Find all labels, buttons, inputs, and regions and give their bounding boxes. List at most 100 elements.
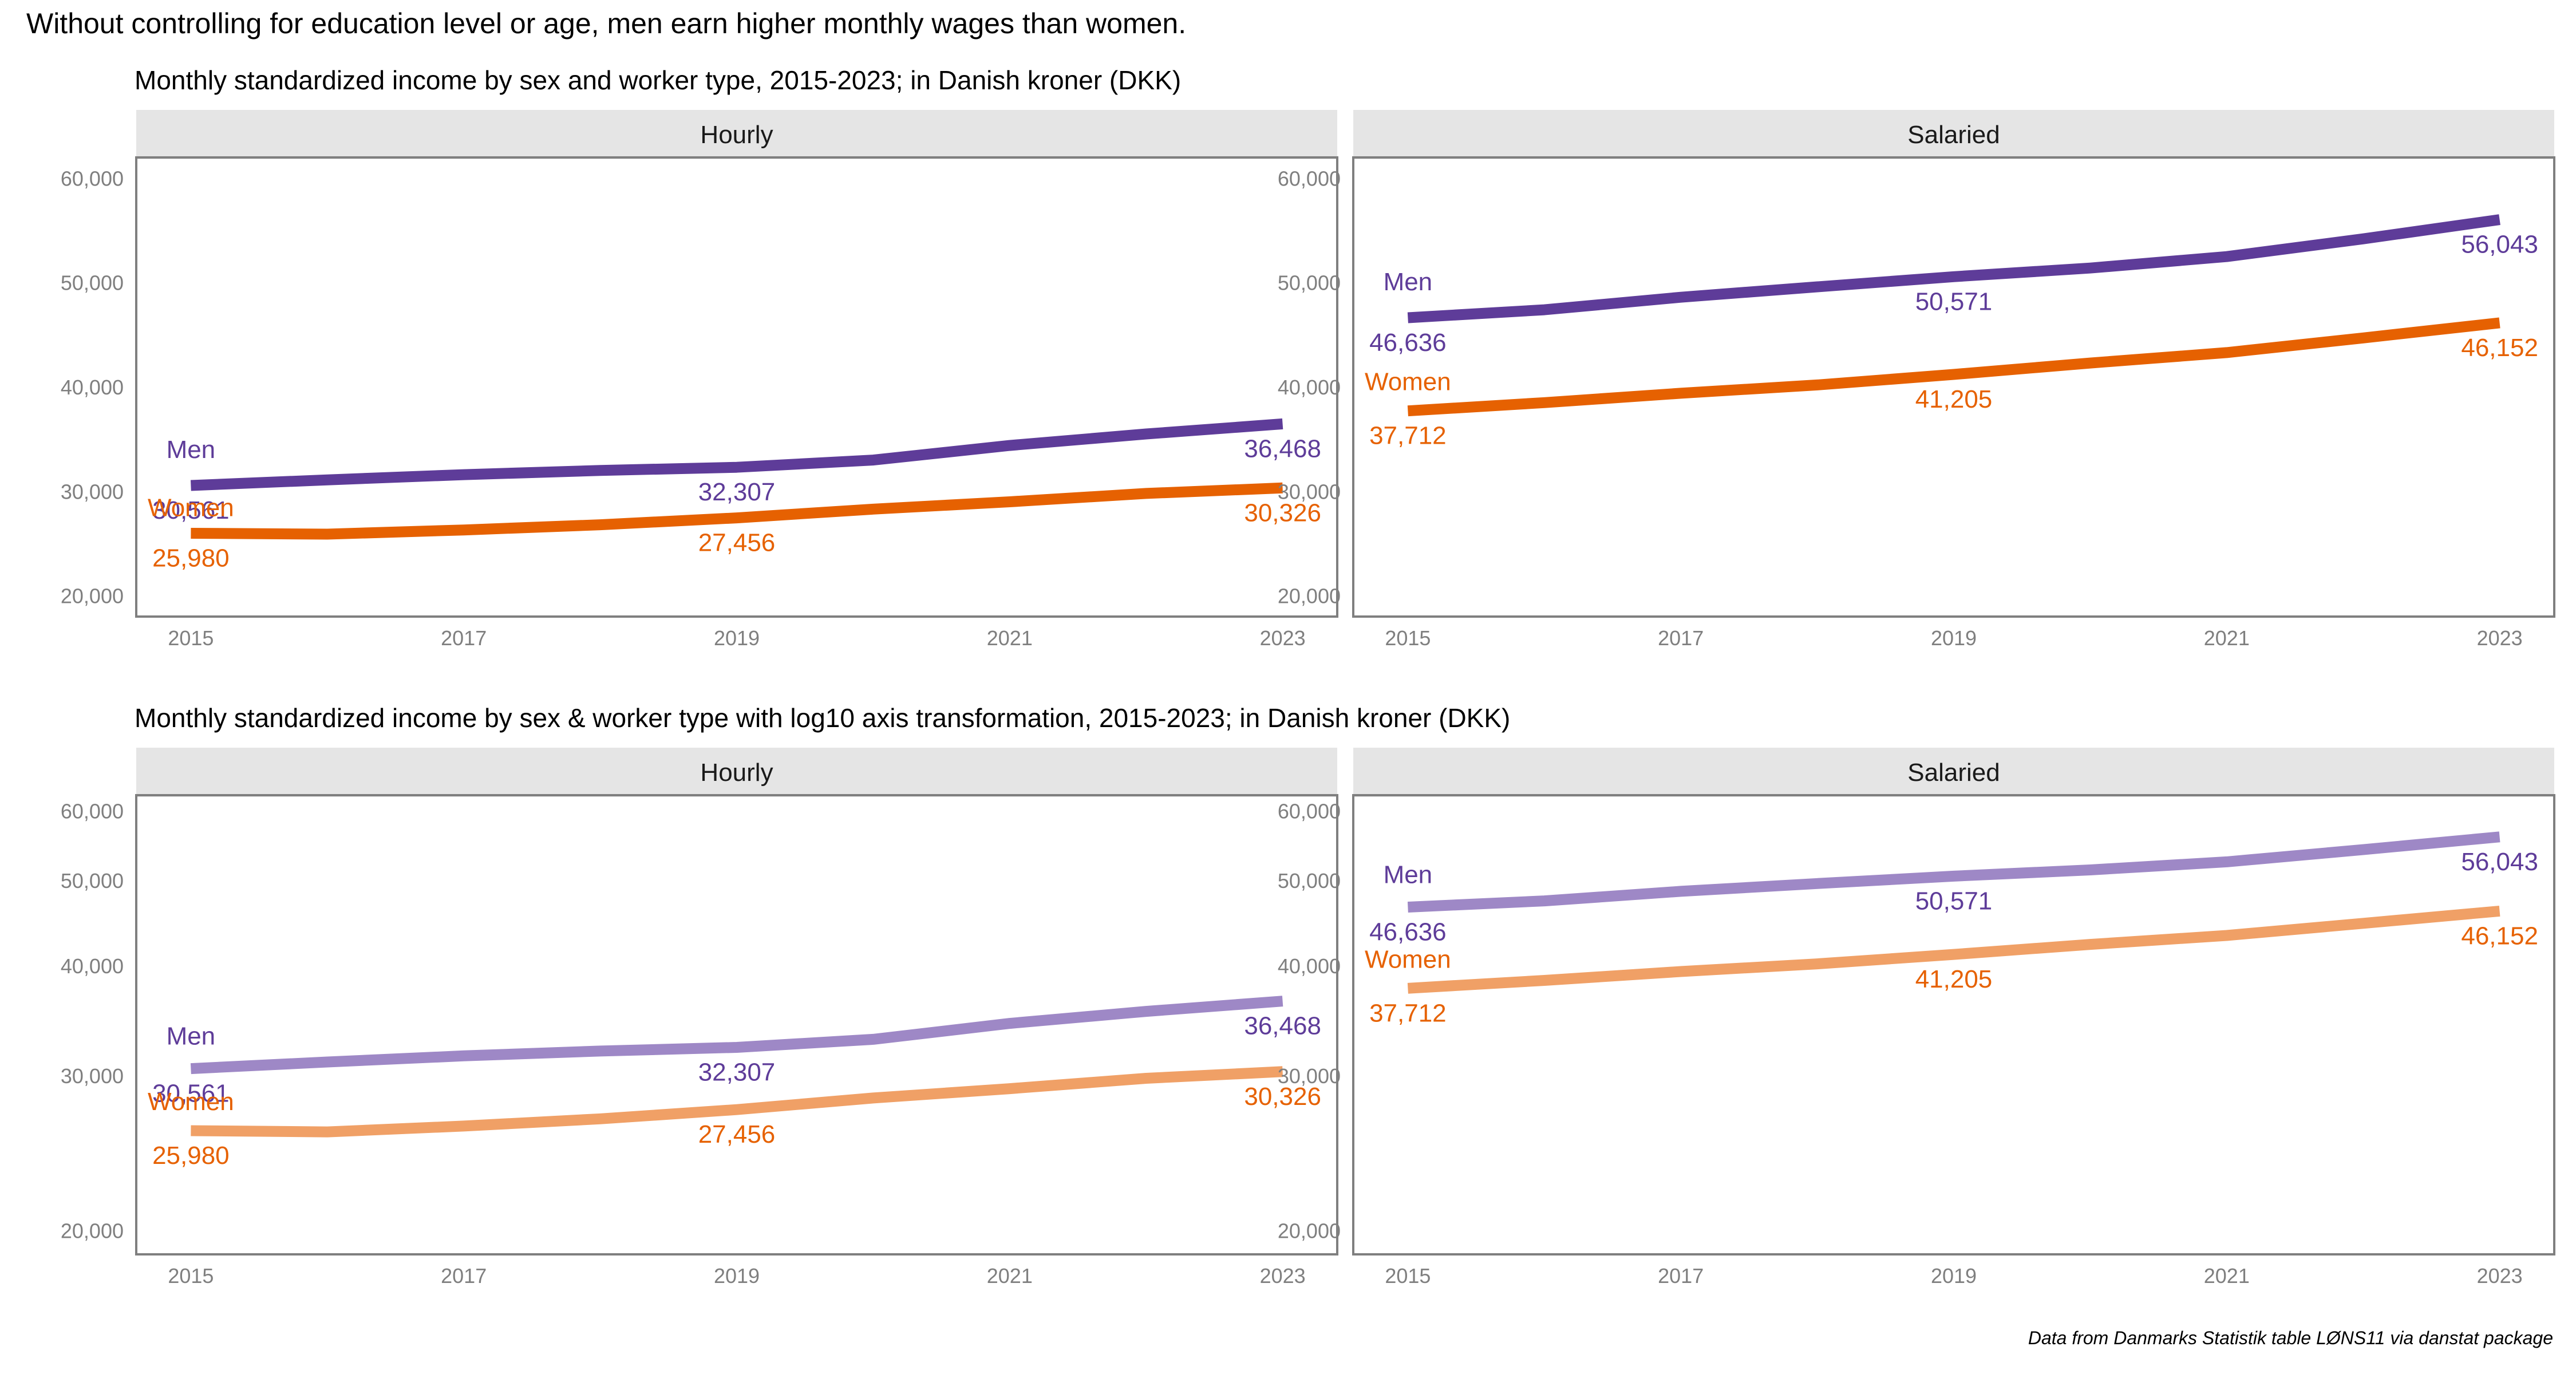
data-label: 27,456 bbox=[698, 1120, 776, 1148]
facet-strip-label: Hourly bbox=[700, 121, 773, 149]
series-name-label: Women bbox=[1365, 945, 1451, 973]
y-tick-label: 60,000 bbox=[61, 799, 124, 823]
data-label: 56,043 bbox=[2461, 848, 2538, 876]
data-label: 27,456 bbox=[698, 529, 776, 557]
series-line-women bbox=[191, 1066, 1283, 1138]
facet-plot-hourly: 20,000 30,000 40,000 50,000 60,000 2015 2017 20… bbox=[61, 167, 1321, 650]
y-tick-label: 60,000 bbox=[61, 167, 124, 190]
chart-subtitle: Monthly standardized income by sex & wor… bbox=[135, 703, 1510, 733]
data-label: 46,636 bbox=[1369, 329, 1447, 357]
data-label: 30,561 bbox=[152, 496, 230, 524]
y-tick-label: 40,000 bbox=[1278, 376, 1341, 399]
x-tick-label: 2023 bbox=[1260, 626, 1306, 650]
facet-strip bbox=[1353, 748, 2554, 797]
x-tick-label: 2015 bbox=[168, 626, 214, 650]
series-line-men bbox=[1407, 831, 2500, 913]
y-tick-label: 30,000 bbox=[1278, 480, 1341, 503]
data-label: 56,043 bbox=[2461, 231, 2538, 259]
x-tick-label: 2019 bbox=[714, 626, 760, 650]
x-tick-label: 2017 bbox=[441, 1264, 487, 1288]
figure-caption: Data from Danmarks Statistik table LØNS1… bbox=[2028, 1328, 2553, 1348]
x-tick-label: 2023 bbox=[1260, 1264, 1306, 1288]
series-line-men bbox=[1407, 214, 2500, 323]
series-name-label: Women bbox=[148, 494, 234, 522]
data-label: 36,468 bbox=[1244, 435, 1321, 463]
data-label: 30,561 bbox=[152, 1080, 230, 1108]
x-tick-label: 2017 bbox=[441, 626, 487, 650]
y-tick-label: 40,000 bbox=[61, 954, 124, 978]
data-label: 25,980 bbox=[152, 544, 230, 572]
y-tick-label: 60,000 bbox=[1278, 167, 1341, 190]
figure-title: Without controlling for education level … bbox=[26, 7, 1186, 40]
series-name-label: Men bbox=[167, 436, 216, 464]
data-label: 30,326 bbox=[1244, 499, 1321, 527]
panel-border bbox=[135, 156, 1338, 618]
series-line-women bbox=[1407, 905, 2500, 994]
facet-plot-hourly: 20,000 30,000 40,000 50,000 60,000 2015 2017 20… bbox=[61, 799, 1321, 1288]
data-label: 50,571 bbox=[1915, 287, 1993, 315]
x-tick-label: 2019 bbox=[1931, 626, 1977, 650]
y-tick-label: 30,000 bbox=[61, 480, 124, 503]
data-label: 32,307 bbox=[698, 478, 776, 506]
facet-salaried: Salaried bbox=[1352, 110, 2555, 618]
data-label: 37,712 bbox=[1369, 422, 1447, 450]
facet-plot-salaried: 20,000 30,000 40,000 50,000 60,000 2015 2017 20… bbox=[1278, 167, 2538, 650]
x-tick-label: 2023 bbox=[2477, 1264, 2523, 1288]
facet-strip bbox=[136, 748, 1337, 797]
x-tick-label: 2021 bbox=[987, 626, 1033, 650]
y-tick-label: 50,000 bbox=[61, 869, 124, 893]
x-tick-label: 2015 bbox=[1385, 626, 1431, 650]
series-name-label: Women bbox=[148, 1088, 234, 1116]
y-tick-label: 50,000 bbox=[61, 271, 124, 295]
panel-border bbox=[1352, 156, 2555, 618]
series-name-label: Men bbox=[167, 1022, 216, 1051]
facet-strip bbox=[136, 110, 1337, 159]
chart-bottom: Monthly standardized income by sex & wor… bbox=[135, 703, 2555, 1255]
y-tick-label: 50,000 bbox=[1278, 271, 1341, 295]
x-tick-label: 2023 bbox=[2477, 626, 2523, 650]
facet-strip-label: Salaried bbox=[1907, 759, 2000, 787]
data-label: 37,712 bbox=[1369, 999, 1447, 1027]
data-label: 46,152 bbox=[2461, 922, 2538, 950]
y-tick-label: 20,000 bbox=[1278, 585, 1341, 608]
series-line-men bbox=[190, 996, 1283, 1075]
x-tick-label: 2015 bbox=[168, 1264, 214, 1288]
x-tick-label: 2017 bbox=[1658, 626, 1704, 650]
y-tick-label: 20,000 bbox=[61, 1219, 124, 1243]
data-label: 32,307 bbox=[698, 1059, 776, 1087]
series-name-label: Women bbox=[1365, 368, 1451, 396]
x-tick-label: 2019 bbox=[714, 1264, 760, 1288]
facet-strip bbox=[1353, 110, 2554, 159]
y-tick-label: 40,000 bbox=[61, 376, 124, 399]
y-tick-label: 60,000 bbox=[1278, 799, 1341, 823]
y-tick-label: 20,000 bbox=[1278, 1219, 1341, 1243]
data-label: 30,326 bbox=[1244, 1083, 1321, 1111]
y-tick-label: 50,000 bbox=[1278, 869, 1341, 893]
y-tick-label: 20,000 bbox=[61, 585, 124, 608]
facet-strip-label: Salaried bbox=[1907, 121, 2000, 149]
series-line-women bbox=[191, 482, 1283, 540]
facet-hourly: Hourly bbox=[135, 748, 1338, 1255]
data-label: 46,636 bbox=[1369, 918, 1447, 946]
x-tick-label: 2021 bbox=[2204, 1264, 2250, 1288]
data-label: 36,468 bbox=[1244, 1012, 1321, 1040]
y-tick-label: 30,000 bbox=[61, 1064, 124, 1088]
data-label: 41,205 bbox=[1915, 385, 1993, 413]
x-tick-label: 2017 bbox=[1658, 1264, 1704, 1288]
facet-salaried: Salaried bbox=[1352, 748, 2555, 1255]
x-tick-label: 2021 bbox=[987, 1264, 1033, 1288]
x-tick-label: 2021 bbox=[2204, 626, 2250, 650]
x-tick-label: 2019 bbox=[1931, 1264, 1977, 1288]
y-tick-label: 30,000 bbox=[1278, 1064, 1341, 1088]
series-line-men bbox=[191, 418, 1283, 491]
data-label: 50,571 bbox=[1915, 887, 1993, 915]
series-name-label: Men bbox=[1384, 860, 1433, 889]
chart-subtitle: Monthly standardized income by sex and w… bbox=[135, 65, 1181, 95]
facet-strip-label: Hourly bbox=[700, 759, 773, 787]
series-line-women bbox=[1407, 317, 2500, 417]
facet-plot-salaried: 20,000 30,000 40,000 50,000 60,000 2015 2017 20… bbox=[1278, 799, 2538, 1288]
panel-border bbox=[1352, 794, 2555, 1255]
y-tick-label: 40,000 bbox=[1278, 954, 1341, 978]
facet-hourly: Hourly bbox=[135, 110, 1338, 618]
